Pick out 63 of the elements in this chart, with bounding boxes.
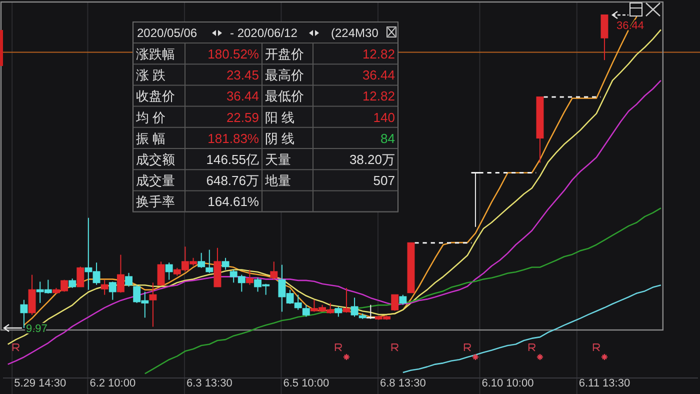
candlestick <box>246 269 254 286</box>
annotation: 164.61% <box>208 194 260 210</box>
annotation: 均 价 <box>135 110 166 125</box>
annotation: 收盘价 <box>136 88 175 104</box>
annotation: 成交量 <box>136 173 175 188</box>
annotation: 648.76万 <box>206 173 259 188</box>
annotation: 181.83% <box>208 130 260 146</box>
candlestick <box>206 249 214 274</box>
candlestick <box>149 282 157 328</box>
annotation: 180.52% <box>208 46 260 62</box>
annotation: 38.20万 <box>349 152 395 167</box>
annotation: 涨跌幅 <box>136 46 175 62</box>
candlestick <box>600 14 608 61</box>
candlestick <box>108 281 116 300</box>
annotation: 换手率 <box>136 194 175 210</box>
candlestick <box>334 306 342 318</box>
annotation: 天量 <box>265 152 291 167</box>
x-tick-label: 6.3 13:30 <box>186 378 232 390</box>
annotation: 阳 线 <box>265 110 295 125</box>
candlestick <box>302 304 310 318</box>
annotation: 开盘价 <box>265 46 304 62</box>
annotation: 36.44 <box>226 88 259 104</box>
annotation: 成交额 <box>136 152 175 167</box>
x-tick-label: 6.8 13:30 <box>380 378 426 390</box>
candlestick <box>76 266 84 288</box>
x-tick-label: 5.29 14:30 <box>14 378 66 390</box>
candlestick <box>125 272 132 288</box>
candlestick <box>350 297 358 318</box>
x-tick-label: 6.10 10:00 <box>482 378 534 390</box>
candlestick <box>157 261 165 286</box>
x-tick-label: 6.5 10:00 <box>283 378 330 390</box>
annotation: 507 <box>373 173 395 188</box>
candlestick <box>20 299 28 328</box>
annotation: 12.82 <box>362 46 395 62</box>
candlestick <box>270 261 278 280</box>
annotation: - 2020/06/12 <box>230 26 298 40</box>
annotation: 最低价 <box>265 88 304 104</box>
annotation: 23.45 <box>226 68 259 83</box>
annotation: 84 <box>380 130 395 146</box>
candlestick <box>165 262 173 280</box>
candlestick <box>222 257 230 270</box>
x-tick-label: 6.11 13:30 <box>578 378 630 390</box>
candlestick <box>68 278 76 288</box>
x-tick-label: 6.2 10:00 <box>90 378 136 390</box>
annotation: 阴 线 <box>265 130 295 146</box>
candlestick <box>342 287 350 314</box>
candlestick <box>198 252 206 268</box>
annotation: 涨 跌 <box>136 68 166 83</box>
candlestick <box>100 279 108 296</box>
annotation: (224M30 <box>331 26 379 40</box>
annotation: 36.44 <box>362 68 395 83</box>
candlestick <box>391 294 399 312</box>
annotation: 22.59 <box>226 110 259 125</box>
candlestick <box>28 274 36 316</box>
annotation: 振 幅 <box>136 130 166 146</box>
annotation: 2020/05/06 <box>137 26 198 40</box>
annotation: 地量 <box>264 173 291 188</box>
candlestick <box>116 254 124 294</box>
annotation: 140 <box>373 110 395 125</box>
candlestick <box>399 294 407 306</box>
annotation: 12.82 <box>362 88 395 104</box>
annotation: 最高价 <box>265 68 304 83</box>
annotation: 146.55亿 <box>206 152 259 167</box>
